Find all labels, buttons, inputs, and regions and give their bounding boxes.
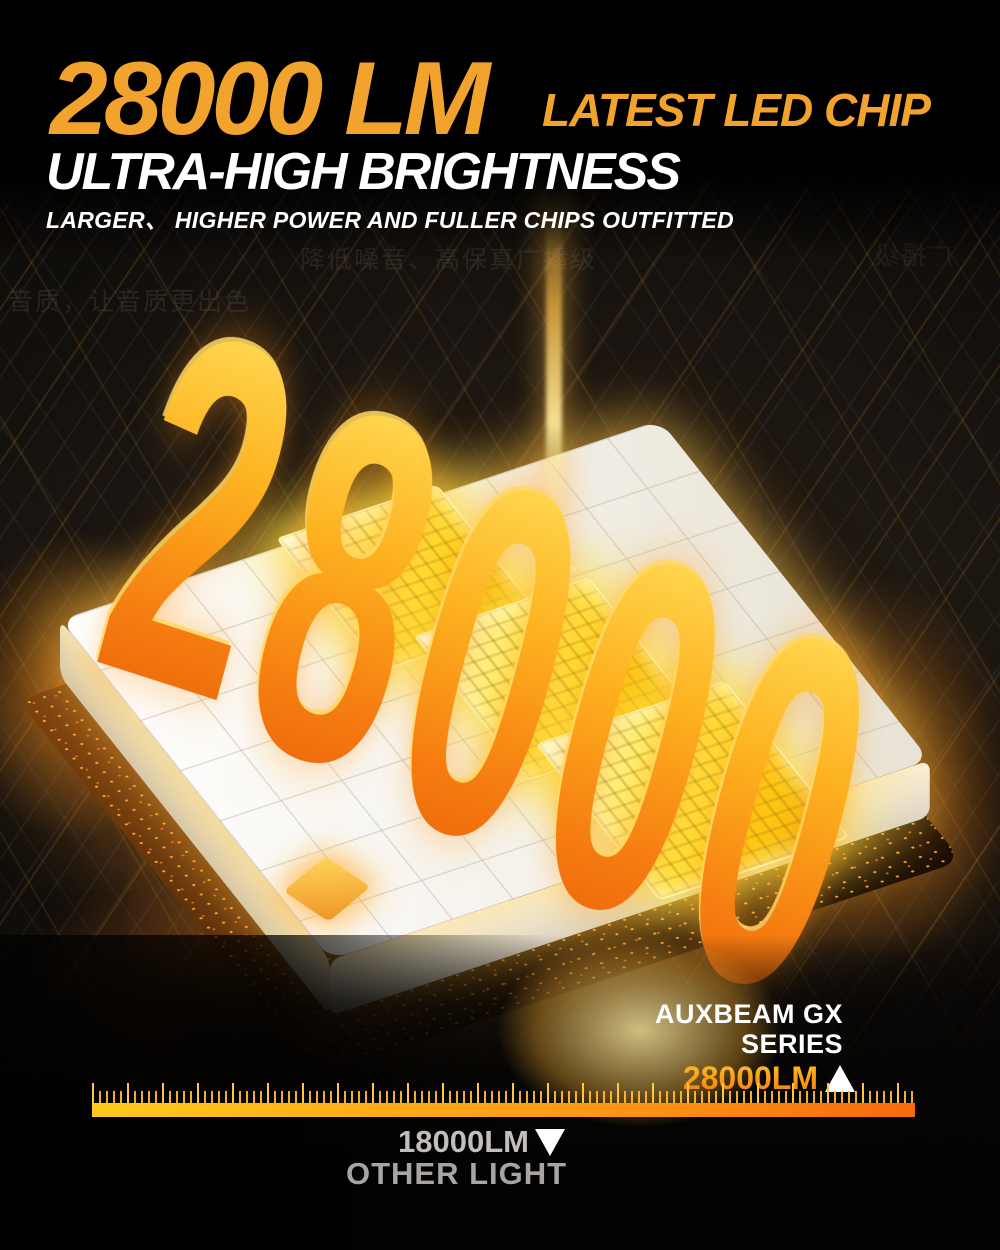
- brand-label: AUXBEAM GX SERIES: [655, 999, 843, 1059]
- ruler-bar: [92, 1103, 915, 1117]
- other-light-label: OTHER LIGHT: [346, 1156, 568, 1191]
- brand-line-2: SERIES: [740, 1029, 843, 1059]
- ruler-ticks-tall: [92, 1083, 915, 1103]
- other-lumen-value: 18000LM: [398, 1124, 529, 1159]
- other-value-row: 18000LM: [398, 1124, 565, 1160]
- page-title: ULTRA-HIGH BRIGHTNESS: [46, 143, 681, 201]
- watermark-text-2: 音质，让音质更出色: [8, 288, 252, 316]
- brand-line-1: AUXBEAM GX: [654, 999, 843, 1029]
- triangle-down-icon: [534, 1128, 565, 1156]
- lumen-ruler: [92, 1083, 915, 1117]
- top-shade: [0, 0, 1000, 260]
- page-subtitle: LARGER、 HIGHER POWER AND FULLER CHIPS OU…: [46, 207, 734, 233]
- headline-lumens: 28000 LM: [50, 41, 490, 157]
- headline-chip: LATEST LED CHIP: [542, 84, 931, 136]
